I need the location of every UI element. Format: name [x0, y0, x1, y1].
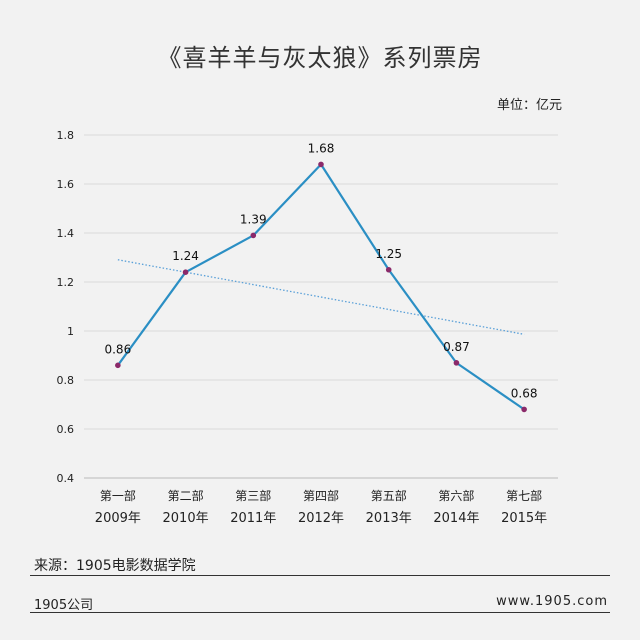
x-category-year: 2009年 [95, 511, 141, 526]
x-category-part: 第六部 [438, 488, 474, 503]
data-point [521, 406, 527, 413]
x-category-part: 第一部 [100, 488, 136, 503]
y-tick-label: 1.2 [57, 276, 75, 289]
y-tick-label: 0.6 [57, 423, 75, 436]
data-label: 0.87 [443, 340, 470, 354]
unit-label: 单位：亿元 [496, 98, 562, 113]
data-points [115, 161, 527, 413]
x-category-year: 2011年 [230, 511, 276, 526]
x-category-year: 2010年 [163, 511, 209, 526]
source-note: 来源：1905电影数据学院 [34, 558, 196, 574]
trendline [117, 259, 525, 335]
x-category-part: 第二部 [168, 488, 204, 503]
data-point [385, 266, 392, 273]
data-labels: 0.86 1.24 1.39 1.68 1.25 0.87 0.68 [104, 141, 537, 400]
y-tick-label: 0.4 [57, 472, 75, 485]
data-label: 0.68 [511, 386, 538, 400]
x-category-part: 第三部 [235, 488, 271, 503]
data-label: 1.25 [375, 247, 402, 261]
y-tick-label: 0.8 [57, 374, 75, 387]
chart-title: 《喜羊羊与灰太狼》系列票房 [157, 44, 483, 72]
x-category-year: 2014年 [433, 511, 479, 526]
x-axis-categories: 第一部 2009年 第二部 2010年 第三部 2011年 第四部 2012年 第五部 2013年… [95, 488, 547, 526]
divider-line [30, 612, 610, 613]
x-category-year: 2013年 [366, 511, 412, 526]
data-point [250, 232, 257, 239]
y-tick-label: 1.6 [57, 178, 75, 191]
footer-company: 1905公司 [34, 598, 94, 613]
footer-website: www.1905.com [496, 594, 608, 609]
divider-line [30, 575, 610, 576]
data-point [182, 269, 189, 276]
gridlines [84, 134, 558, 479]
data-label: 1.39 [240, 212, 267, 226]
x-category-part: 第五部 [371, 488, 407, 503]
y-tick-label: 1.8 [57, 129, 75, 142]
x-category-year: 2015年 [501, 511, 547, 526]
series-line [116, 163, 525, 411]
x-category-part: 第四部 [303, 488, 339, 503]
x-category-part: 第七部 [506, 488, 542, 503]
data-point [318, 161, 324, 168]
trendline-group [117, 259, 525, 335]
data-label: 1.24 [172, 249, 199, 263]
series-line-group [116, 163, 525, 411]
data-label: 0.86 [104, 342, 131, 356]
y-axis-ticks: 0.4 0.6 0.8 1 1.2 1.4 1.6 1.8 [57, 129, 75, 485]
y-tick-label: 1 [67, 325, 74, 338]
data-label: 1.68 [308, 141, 335, 155]
data-point [115, 362, 121, 369]
x-category-year: 2012年 [298, 511, 344, 526]
y-tick-label: 1.4 [57, 227, 75, 240]
data-point [453, 360, 460, 366]
